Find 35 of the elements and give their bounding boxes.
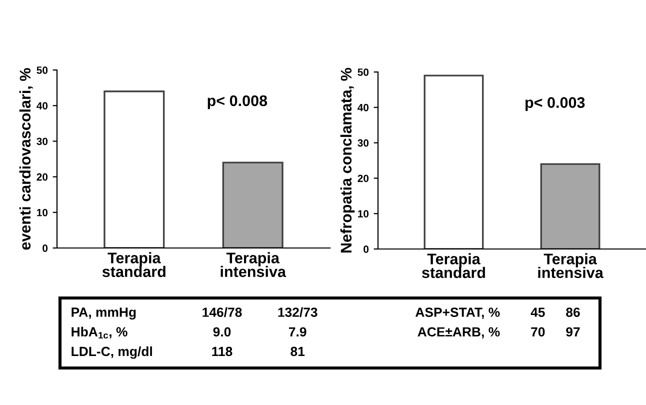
text: 118 (212, 346, 232, 356)
y-tick-label: 40 (358, 104, 369, 112)
text: 45 (530, 308, 545, 317)
y-tick-label: 10 (358, 210, 369, 218)
y-axis-title: Nefropatia conclamata, % (340, 68, 355, 252)
x-tick-label: Terapia intensiva (538, 253, 604, 278)
text: 146/78 (202, 307, 242, 318)
text: 132/73 (278, 307, 318, 318)
text: ACE±ARB, % (418, 327, 500, 338)
text: 97 (566, 327, 580, 337)
text: ASP+STAT, % (415, 308, 500, 319)
y-tick-label: 0 (364, 246, 369, 253)
y-tick-label: 20 (36, 173, 48, 181)
y-tick-label: 30 (358, 139, 369, 147)
text: 81 (290, 346, 305, 356)
text: 86 (566, 308, 580, 317)
text: LDL-C, mg/dl (72, 346, 152, 359)
y-axis-title: eventi cardiovascolari, % (19, 68, 33, 250)
text: 70 (531, 327, 545, 337)
annotation: p< 0.003 (526, 97, 585, 111)
x-tick-label: Terapia intensiva (220, 252, 286, 278)
x-tick-label: Terapia standard (422, 253, 485, 278)
y-tick-label: 20 (358, 174, 369, 182)
y-tick-label: 50 (36, 66, 48, 74)
y-tick-label: 0 (42, 244, 48, 252)
x-tick-label: Terapia standard (102, 252, 166, 278)
annotation: p< 0.008 (208, 95, 268, 110)
text: PA, mmHg (72, 308, 136, 320)
text: HbA$_{1c}$, % (72, 326, 128, 339)
text: 7.9 (288, 327, 306, 337)
y-tick-label: 10 (37, 208, 48, 216)
y-tick-label: 30 (36, 138, 48, 146)
y-tick-label: 50 (358, 68, 369, 76)
y-tick-label: 40 (36, 102, 48, 110)
text: 9.0 (213, 327, 231, 337)
